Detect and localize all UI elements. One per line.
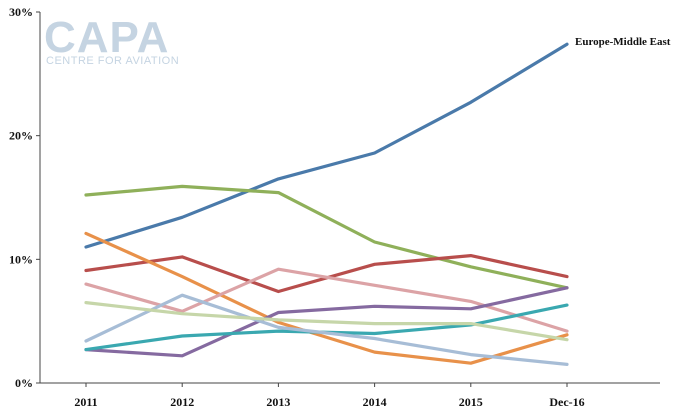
series-line-4: [84, 231, 569, 365]
y-tick-label: 30%: [9, 5, 33, 19]
x-tick-label: 2013: [266, 395, 290, 409]
series-line-1: [84, 42, 569, 249]
x-tick-label: Dec-16: [549, 395, 584, 409]
axes: 0% 10% 20% 30% 2011 2012 2013 2014 2015 Dec-16: [9, 5, 660, 409]
series-annotation: Europe-Middle East: [575, 36, 671, 48]
series-line-2: [84, 184, 569, 290]
y-tick-label: 10%: [9, 252, 33, 266]
series-line-8: [84, 293, 569, 366]
y-tick-label: 20%: [9, 129, 33, 143]
x-tick-label: 2014: [363, 395, 387, 409]
x-tick-label: 2012: [170, 395, 194, 409]
series-line-6: [84, 286, 569, 358]
series-layer: [84, 42, 569, 366]
logo: CAPA CENTRE FOR AVIATION: [44, 13, 179, 67]
y-tick-label: 0%: [15, 376, 33, 390]
x-tick-label: 2015: [459, 395, 483, 409]
x-tick-label: 2011: [74, 395, 97, 409]
logo-main-text: CAPA: [44, 13, 169, 62]
series-line-9: [84, 301, 569, 342]
logo-sub-text: CENTRE FOR AVIATION: [46, 55, 179, 67]
